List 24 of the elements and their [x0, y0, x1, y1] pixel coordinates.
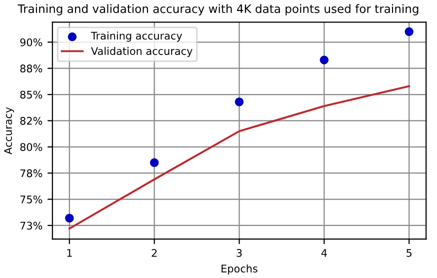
point [404, 27, 414, 36]
y-tick-label: 75% [20, 196, 42, 204]
line-series [68, 85, 410, 230]
y-tick-label: 73% [20, 222, 42, 230]
legend-label: Training accuracy [90, 32, 182, 42]
x-tick-label: 3 [236, 248, 242, 257]
x-tick-label: 2 [152, 248, 157, 257]
y-axis-title: Accuracy [4, 107, 14, 154]
x-axis-title: Epochs [222, 264, 258, 275]
y-tick-label: 90% [20, 38, 42, 46]
point [65, 214, 74, 222]
y-tick-label: 82% [20, 116, 42, 125]
x-tick-label: 4 [321, 249, 327, 257]
legend-label: Validation accuracy [91, 46, 192, 57]
x-tick-label: 5 [406, 249, 412, 257]
y-tick-label: 88% [20, 64, 42, 72]
point [320, 56, 329, 64]
y-tick-label: 85% [20, 90, 42, 99]
y-tick-label: 80% [20, 143, 42, 151]
y-tick-label: 78% [20, 169, 42, 178]
point [150, 158, 159, 167]
point [234, 97, 244, 106]
chart-title: Training and validation accuracy with 4K data points used for training [18, 4, 418, 16]
x-tick-label: 1 [67, 249, 72, 257]
